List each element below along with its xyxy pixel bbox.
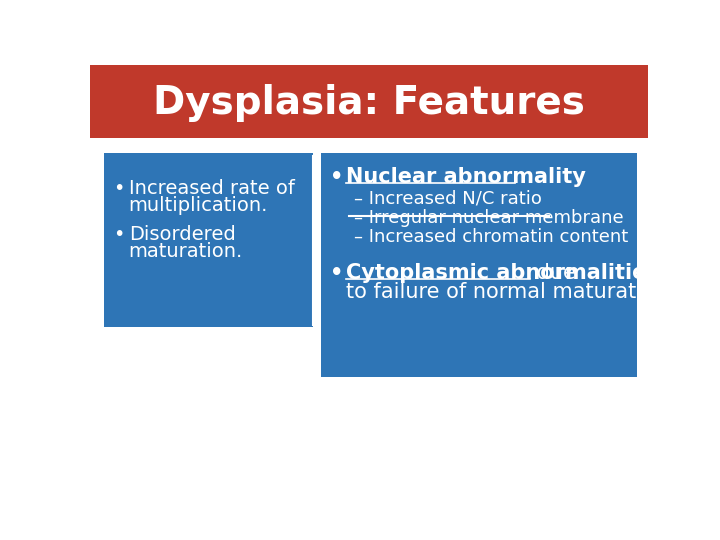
Text: •: • bbox=[113, 225, 125, 244]
FancyBboxPatch shape bbox=[321, 153, 637, 377]
FancyBboxPatch shape bbox=[90, 65, 648, 138]
Text: •: • bbox=[113, 179, 125, 198]
Text: •: • bbox=[330, 264, 343, 284]
Text: Cytoplasmic abnormalities: Cytoplasmic abnormalities bbox=[346, 264, 659, 284]
Text: Nuclear abnormality: Nuclear abnormality bbox=[346, 167, 585, 187]
Text: due: due bbox=[530, 264, 576, 284]
Text: maturation.: maturation. bbox=[129, 242, 243, 261]
Text: multiplication.: multiplication. bbox=[129, 195, 268, 215]
Text: to failure of normal maturation: to failure of normal maturation bbox=[346, 282, 667, 302]
Text: – Increased chromatin content: – Increased chromatin content bbox=[354, 228, 628, 246]
Text: – Irregular nuclear membrane: – Irregular nuclear membrane bbox=[354, 209, 623, 227]
Text: Disordered: Disordered bbox=[129, 225, 235, 244]
FancyBboxPatch shape bbox=[104, 153, 313, 327]
Text: – Increased N/C ratio: – Increased N/C ratio bbox=[354, 190, 541, 207]
Text: Dysplasia: Features: Dysplasia: Features bbox=[153, 84, 585, 122]
Text: •: • bbox=[330, 167, 343, 187]
Text: Increased rate of: Increased rate of bbox=[129, 179, 294, 198]
